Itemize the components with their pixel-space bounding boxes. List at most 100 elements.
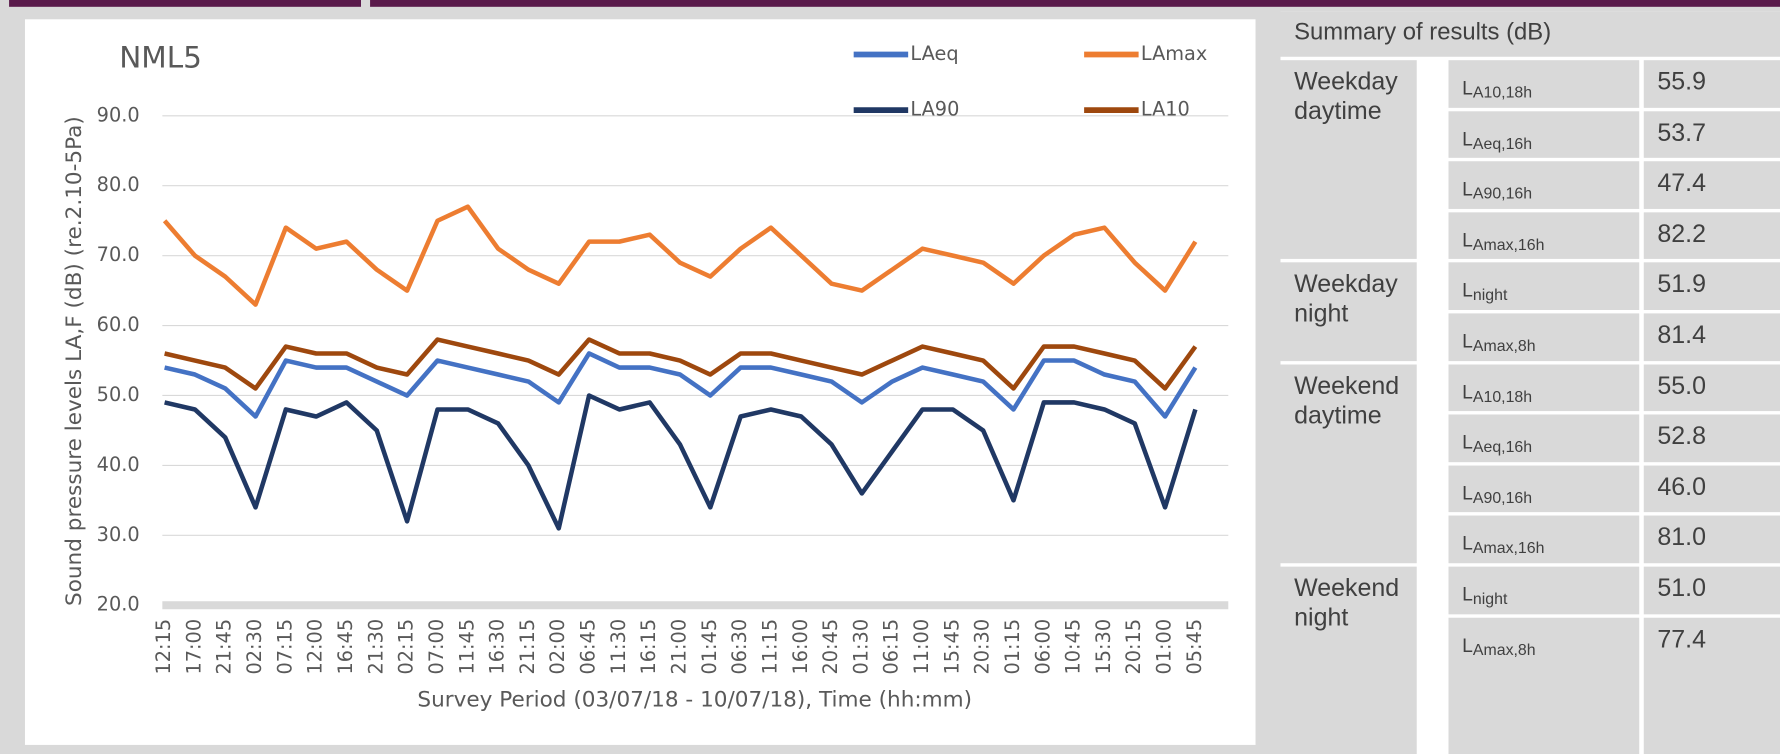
- parameter: LAeq,16h: [1448, 110, 1640, 159]
- legend-label: LA10: [1141, 98, 1190, 121]
- legend-label: LAmax: [1141, 42, 1207, 65]
- x-tick-label: 01:30: [849, 619, 872, 675]
- value: 81.4: [1643, 313, 1780, 361]
- x-tick-label: 20:45: [819, 619, 842, 675]
- x-tick-label: 15:30: [1092, 619, 1115, 675]
- y-tick-label: 60.0: [97, 313, 140, 336]
- parameter: LA90,16h: [1448, 465, 1640, 513]
- parameter: LAmax,16h: [1448, 212, 1640, 260]
- x-tick-label: 20:30: [971, 619, 994, 675]
- parameter: Lnight: [1448, 262, 1640, 310]
- x-tick-label: 12:15: [152, 619, 175, 675]
- parameter: Lnight: [1448, 566, 1640, 614]
- subscript: Amax,8h: [1472, 336, 1536, 355]
- subscript: A90,16h: [1472, 487, 1533, 507]
- parameter: LAmax,8h: [1448, 313, 1640, 361]
- y-tick-label: 20.0: [97, 593, 140, 616]
- x-tick-label: 02:15: [395, 619, 418, 675]
- x-tick-label: 16:45: [334, 619, 357, 675]
- subscript: Amax,16h: [1472, 538, 1545, 557]
- x-axis-label: Survey Period (03/07/18 - 10/07/18), Tim…: [417, 688, 972, 713]
- subscript: Aeq,16h: [1472, 133, 1533, 152]
- x-tick-label: 11:45: [455, 619, 478, 675]
- value: 46.0: [1643, 465, 1780, 513]
- x-tick-label: 21:15: [516, 619, 539, 675]
- subscript: A10,18h: [1472, 82, 1533, 102]
- legend-label: LA90: [910, 98, 959, 121]
- series-line: [164, 393, 1198, 531]
- subscript: night: [1472, 285, 1508, 304]
- y-tick-label: 30.0: [97, 523, 140, 546]
- x-tick-label: 21:30: [364, 619, 387, 675]
- y-tick-label: 80.0: [97, 173, 140, 196]
- x-tick-label: 01:45: [698, 619, 721, 675]
- group-label: Weekend daytime: [1280, 364, 1417, 564]
- x-tick-label: 01:15: [1001, 619, 1024, 675]
- chart-title: NML5: [119, 41, 202, 75]
- x-tick-label: 11:15: [758, 619, 781, 675]
- symbol: L: [1462, 77, 1473, 99]
- symbol: L: [1462, 178, 1473, 201]
- x-tick-label: 15:45: [940, 619, 963, 675]
- symbol: L: [1462, 482, 1473, 504]
- subscript: Amax,8h: [1472, 639, 1536, 659]
- x-tick-label: 16:15: [637, 619, 660, 675]
- chart: NML5 Sound pressure levels LA,F (dB) (re…: [24, 19, 1256, 745]
- parameter: LA10,18h: [1448, 364, 1640, 412]
- series-line: [164, 351, 1198, 419]
- symbol: L: [1462, 127, 1473, 150]
- symbol: L: [1462, 279, 1473, 302]
- y-tick-label: 40.0: [97, 453, 140, 476]
- symbol: L: [1462, 634, 1473, 656]
- symbol: L: [1462, 229, 1473, 251]
- x-tick-label: 02:30: [243, 619, 266, 675]
- x-tick-label: 07:15: [273, 619, 296, 675]
- parameter: LA10,18h: [1448, 60, 1640, 108]
- parameter: LA90,16h: [1448, 161, 1640, 209]
- symbol: L: [1462, 431, 1473, 454]
- x-tick-label: 06:45: [577, 619, 600, 675]
- group-label: Weekday night: [1280, 262, 1417, 361]
- y-axis-label: Sound pressure levels LA,F (dB) (re.2.10…: [62, 116, 87, 606]
- group-label: Weekday daytime: [1280, 60, 1417, 260]
- symbol: L: [1462, 330, 1473, 352]
- group-label: Weekend night: [1280, 566, 1417, 754]
- y-tick-label: 70.0: [97, 243, 140, 266]
- series-line: [162, 204, 1198, 307]
- x-tick-label: 06:00: [1031, 619, 1054, 675]
- x-tick-label: 10:45: [1062, 619, 1085, 675]
- parameter: LAmax,16h: [1448, 515, 1640, 564]
- subscript: Aeq,16h: [1472, 437, 1533, 456]
- value: 82.2: [1643, 212, 1780, 260]
- value: 47.4: [1643, 161, 1780, 209]
- parameter: LAmax,8h: [1448, 617, 1640, 754]
- table-title: Summary of results (dB): [1280, 11, 1780, 57]
- legend-label: LAeq: [910, 42, 958, 65]
- y-tick-label: 90.0: [97, 103, 140, 126]
- subscript: night: [1472, 589, 1508, 608]
- x-tick-label: 12:00: [304, 619, 327, 675]
- x-tick-label: 06:15: [880, 619, 903, 675]
- value: 52.8: [1643, 414, 1780, 462]
- value: 51.9: [1643, 262, 1780, 310]
- x-tick-label: 16:00: [789, 619, 812, 675]
- subscript: A10,18h: [1472, 386, 1533, 405]
- x-tick-label: 21:45: [213, 619, 236, 675]
- subscript: A90,16h: [1472, 184, 1533, 203]
- series-line: [164, 337, 1198, 391]
- y-tick-label: 50.0: [97, 383, 140, 406]
- value: 53.7: [1643, 110, 1780, 159]
- x-tick-label: 16:30: [486, 619, 509, 675]
- header-strip: [9, 0, 361, 7]
- value: 55.9: [1643, 60, 1780, 108]
- value: 51.0: [1643, 566, 1780, 614]
- x-tick-label: 02:00: [546, 619, 569, 675]
- x-tick-label: 17:00: [182, 619, 205, 675]
- parameter: LAeq,16h: [1448, 414, 1640, 462]
- x-tick-label: 11:30: [607, 619, 630, 675]
- x-tick-label: 11:00: [910, 619, 933, 675]
- summary-table: Summary of results (dB) Weekday daytime LA…: [1280, 11, 1780, 754]
- value: 81.0: [1643, 515, 1780, 564]
- x-tick-label: 07:00: [425, 619, 448, 675]
